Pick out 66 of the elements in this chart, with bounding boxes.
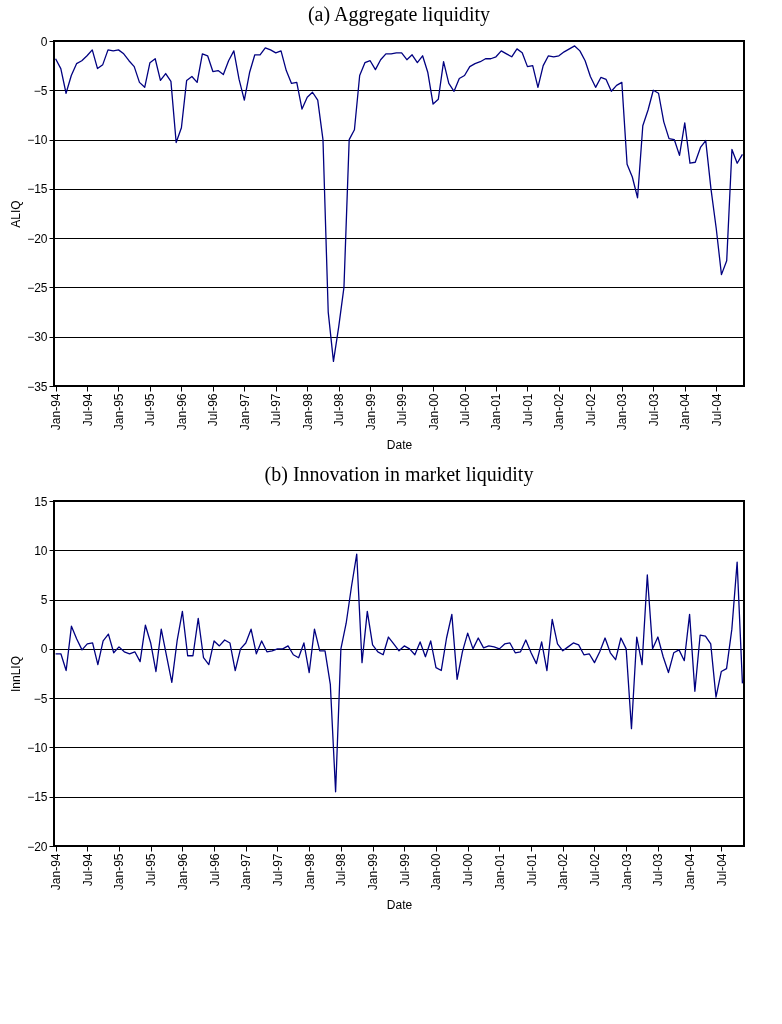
- y-tick-label: −35: [27, 379, 48, 394]
- x-tick-label: Jul-03: [646, 393, 661, 427]
- x-tick-label: Jul-01: [520, 393, 535, 427]
- x-axis-title: Date: [386, 898, 413, 913]
- y-tick-label: −20: [27, 839, 48, 854]
- y-axis-title: ALIQ: [9, 200, 24, 228]
- y-tick-label: 10: [34, 543, 48, 558]
- x-tick-label: Jul-04: [709, 393, 724, 427]
- x-tick-label: Jul-94: [80, 393, 95, 427]
- x-tick-label: Jul-94: [80, 853, 95, 887]
- x-tick-label: Jan-02: [552, 393, 567, 431]
- y-tick-label: −15: [27, 790, 48, 805]
- chart-title: (b) Innovation in market liquidity: [264, 463, 534, 486]
- x-tick-label: Jul-95: [144, 853, 159, 887]
- y-tick-label: −10: [27, 740, 48, 755]
- x-tick-label: Jul-98: [334, 853, 349, 887]
- y-tick-label: −5: [33, 691, 48, 706]
- x-tick-label: Jul-03: [651, 853, 666, 887]
- y-tick-label: 5: [40, 593, 48, 608]
- y-tick-label: −10: [27, 133, 48, 148]
- x-tick-label: Jan-00: [426, 393, 441, 431]
- x-tick-label: Jan-00: [429, 853, 444, 891]
- x-tick-label: Jul-99: [397, 853, 412, 887]
- x-tick-label: Jan-94: [49, 393, 64, 431]
- y-tick-label: 0: [40, 642, 48, 657]
- x-tick-label: Jan-03: [619, 853, 634, 891]
- x-tick-label: Jan-95: [111, 393, 126, 431]
- y-tick-label: −5: [33, 83, 48, 98]
- y-axis-title: InnLIQ: [9, 655, 24, 693]
- x-tick-label: Jul-96: [206, 393, 221, 427]
- x-tick-label: Jan-04: [683, 853, 698, 891]
- x-tick-label: Jan-97: [237, 393, 252, 431]
- x-tick-label: Jan-02: [556, 853, 571, 891]
- y-tick-label: −20: [27, 231, 48, 246]
- y-tick-label: −25: [27, 280, 48, 295]
- y-tick-label: −30: [27, 330, 48, 345]
- y-tick-label: 0: [40, 34, 48, 49]
- x-tick-label: Jul-97: [270, 853, 285, 887]
- y-tick-label: 15: [34, 494, 48, 509]
- x-tick-label: Jan-96: [175, 853, 190, 891]
- chart-title: (a) Aggregate liquidity: [307, 3, 491, 26]
- x-tick-label: Jan-01: [492, 853, 507, 891]
- x-tick-label: Jul-99: [395, 393, 410, 427]
- x-tick-label: Jan-94: [49, 853, 64, 891]
- x-tick-label: Jan-97: [239, 853, 254, 891]
- x-tick-label: Jan-96: [174, 393, 189, 431]
- x-axis-title: Date: [386, 438, 413, 453]
- x-tick-label: Jan-04: [678, 393, 693, 431]
- x-tick-label: Jul-02: [583, 393, 598, 427]
- x-tick-label: Jul-96: [207, 853, 222, 887]
- x-tick-label: Jul-00: [458, 393, 473, 427]
- x-tick-label: Jul-01: [524, 853, 539, 887]
- x-tick-label: Jan-03: [615, 393, 630, 431]
- x-tick-label: Jan-99: [366, 853, 381, 891]
- x-tick-label: Jan-01: [489, 393, 504, 431]
- x-tick-label: Jul-00: [461, 853, 476, 887]
- y-tick-label: −15: [27, 182, 48, 197]
- x-tick-label: Jul-02: [587, 853, 602, 887]
- x-tick-label: Jan-98: [300, 393, 315, 431]
- x-tick-label: Jan-99: [363, 393, 378, 431]
- x-tick-label: Jan-98: [302, 853, 317, 891]
- x-tick-label: Jan-95: [112, 853, 127, 891]
- x-tick-label: Jul-95: [143, 393, 158, 427]
- x-tick-label: Jul-97: [269, 393, 284, 427]
- x-tick-label: Jul-04: [714, 853, 729, 887]
- x-tick-label: Jul-98: [332, 393, 347, 427]
